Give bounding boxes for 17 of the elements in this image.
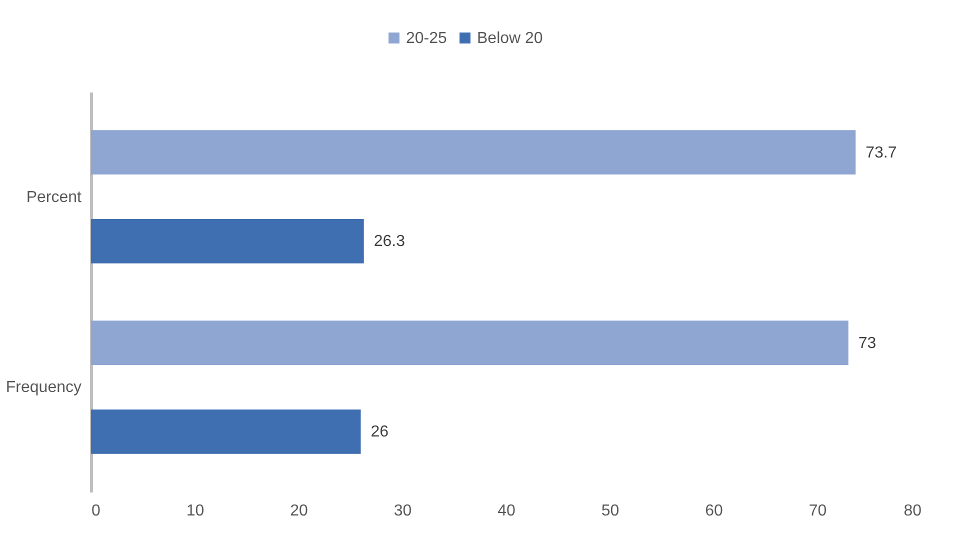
- x-tick-label: 50: [601, 502, 620, 520]
- y-tick-label: Percent: [26, 188, 82, 206]
- x-tick-label: 80: [904, 502, 922, 520]
- y-tick-label: Frequency: [6, 379, 82, 396]
- x-tick-label: 40: [498, 502, 516, 520]
- data-label: 26: [370, 424, 389, 441]
- x-tick-label: 70: [808, 502, 827, 520]
- data-label: 73.7: [866, 144, 897, 162]
- x-tick-label: 30: [394, 502, 412, 520]
- x-tick-label: 60: [705, 502, 723, 520]
- data-label: 73: [858, 334, 876, 352]
- legend-label: 20-25: [406, 30, 448, 47]
- legend-label: Below 20: [477, 30, 543, 47]
- x-tick-label: 20: [290, 502, 308, 520]
- x-tick-label: 10: [186, 502, 204, 520]
- x-tick-label: 0: [92, 502, 100, 520]
- data-label: 26.3: [374, 233, 406, 250]
